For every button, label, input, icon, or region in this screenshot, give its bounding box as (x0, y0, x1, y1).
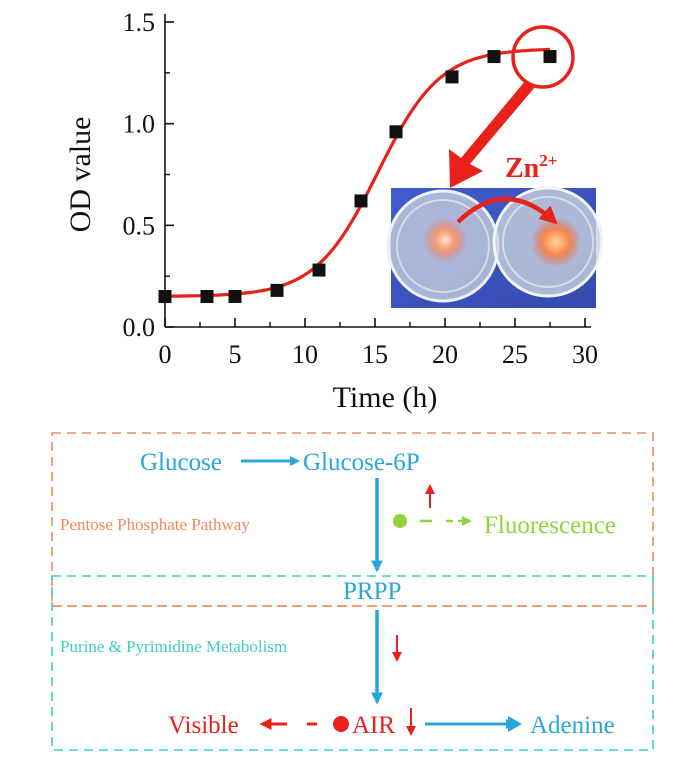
x-tick-label: 15 (362, 340, 388, 369)
data-point (354, 194, 368, 208)
x-tick-label: 30 (572, 340, 598, 369)
petri-dish-photo (386, 186, 604, 308)
data-point (228, 290, 242, 303)
x-axis: 0 5 10 15 20 25 30 Time (h) (159, 318, 598, 414)
y-axis: 0.0 0.5 1.0 1.5 OD value (64, 8, 174, 342)
x-tick-label: 20 (432, 340, 458, 369)
adenine-label: Adenine (530, 712, 615, 739)
data-point (445, 70, 459, 84)
data-point (270, 283, 284, 297)
ppp-box (51, 432, 654, 607)
pathway-diagram: Glucose Glucose-6P Pentose Phosphate Pat… (51, 432, 654, 751)
x-tick-label: 5 (229, 340, 242, 369)
x-axis-label: Time (h) (333, 381, 438, 414)
pointer-arrow (449, 80, 535, 188)
od-growth-chart: 0.0 0.5 1.0 1.5 OD value 0 5 10 15 20 25 30 Time (h… (64, 8, 604, 414)
y-tick-label: 1.0 (123, 110, 156, 139)
data-point (312, 263, 326, 277)
y-axis-label: OD value (64, 117, 97, 233)
glucose6p-label: Glucose-6P (303, 449, 420, 476)
data-point (158, 290, 172, 303)
purine-box (51, 575, 654, 751)
data-points (158, 50, 557, 303)
fluorescence-dot (393, 514, 407, 528)
data-point (487, 50, 501, 64)
y-tick-label: 0.0 (123, 313, 156, 342)
data-point (543, 50, 557, 64)
prpp-label: PRPP (343, 578, 401, 605)
data-point (389, 125, 403, 139)
ppp-label: Pentose Phosphate Pathway (60, 515, 250, 534)
x-tick-label: 0 (159, 340, 172, 369)
zinc-label: Zn2+ (505, 151, 557, 184)
data-point (200, 290, 214, 303)
x-tick-label: 10 (292, 340, 318, 369)
y-tick-label: 0.5 (123, 211, 156, 240)
y-tick-label: 1.5 (123, 8, 156, 37)
fluorescence-label: Fluorescence (484, 512, 616, 539)
purine-label: Purine & Pyrimidine Metabolism (60, 637, 287, 656)
visible-label: Visible (168, 712, 239, 739)
air-dot (333, 716, 349, 732)
x-tick-label: 25 (502, 340, 528, 369)
highlight-circle (511, 25, 575, 89)
glucose-label: Glucose (140, 449, 222, 476)
air-label: AIR (352, 712, 395, 739)
